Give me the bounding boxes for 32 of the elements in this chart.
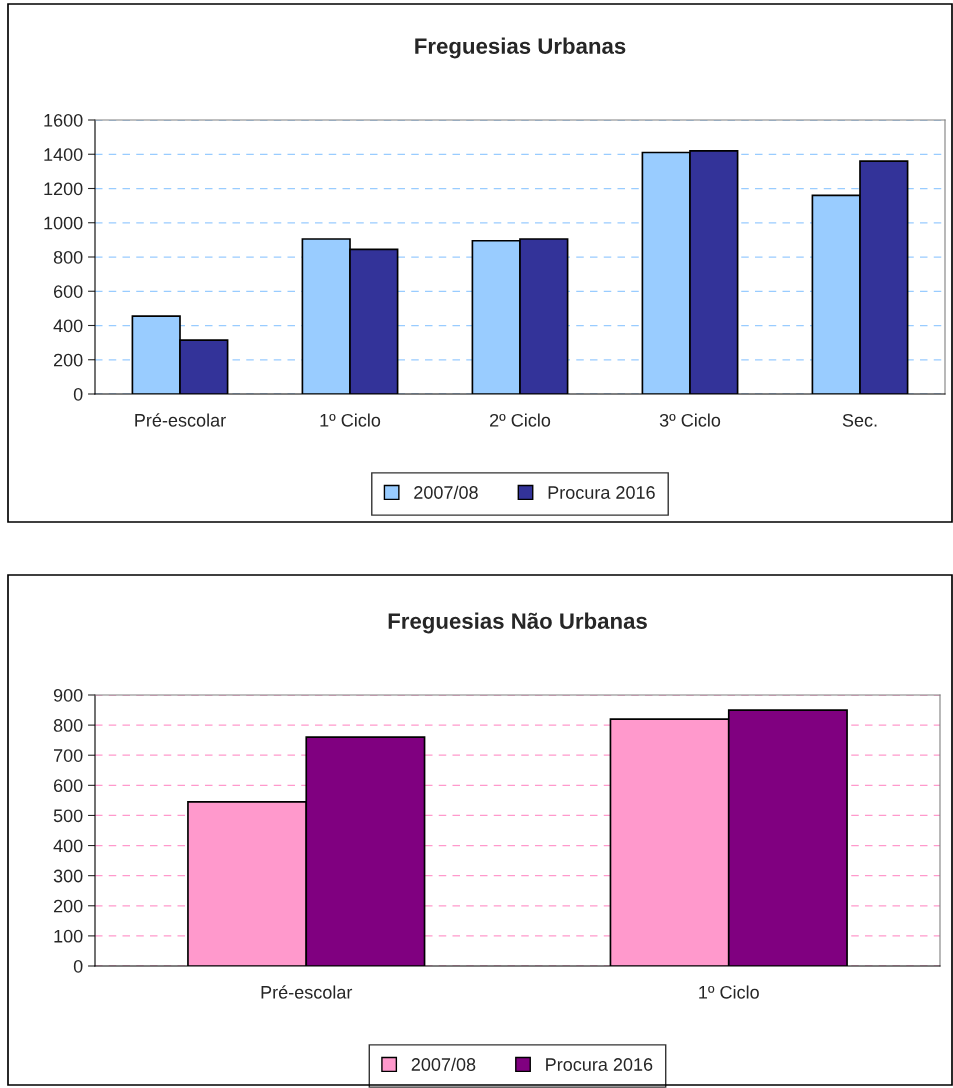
chart-title: Freguesias Não Urbanas (388, 612, 647, 634)
y-tick-label: 0 (73, 387, 83, 401)
x-tick-label: 3º Ciclo (659, 413, 721, 427)
x-tick-label: Sec. (842, 413, 877, 427)
x-tick-label: Pré-escolar (261, 985, 353, 999)
y-tick-label: 600 (53, 779, 83, 793)
legend-label: 2007/08 (414, 485, 478, 499)
y-tick-label: 500 (53, 809, 83, 823)
y-tick-label: 0 (73, 959, 83, 973)
x-tick-label: 2º Ciclo (490, 413, 551, 427)
y-tick-label: 1600 (44, 113, 83, 127)
y-tick-label: 700 (54, 749, 83, 762)
y-tick-label: 200 (53, 353, 83, 367)
y-tick-label: 400 (53, 839, 83, 853)
legend-label: Procura 2016 (548, 486, 655, 499)
y-tick-label: 900 (53, 688, 83, 702)
y-tick-label: 400 (53, 319, 83, 333)
x-tick-label: 1º Ciclo (699, 985, 759, 999)
y-tick-label: 600 (53, 285, 83, 298)
y-tick-label: 1400 (44, 148, 83, 161)
y-tick-label: 800 (53, 250, 83, 264)
y-tick-label: 1000 (44, 216, 83, 230)
legend-label: 2007/08 (411, 1057, 476, 1071)
y-tick-label: 1200 (44, 182, 83, 196)
y-tick-label: 100 (54, 929, 83, 943)
y-tick-label: 300 (53, 869, 83, 883)
legend-label: Procura 2016 (546, 1058, 653, 1071)
x-tick-label: Pré-escolar (135, 413, 226, 427)
x-tick-label: 1º Ciclo (320, 413, 381, 427)
y-tick-label: 800 (53, 719, 83, 732)
chart-title: Freguesias Urbanas (415, 37, 626, 59)
y-tick-label: 200 (53, 899, 83, 913)
